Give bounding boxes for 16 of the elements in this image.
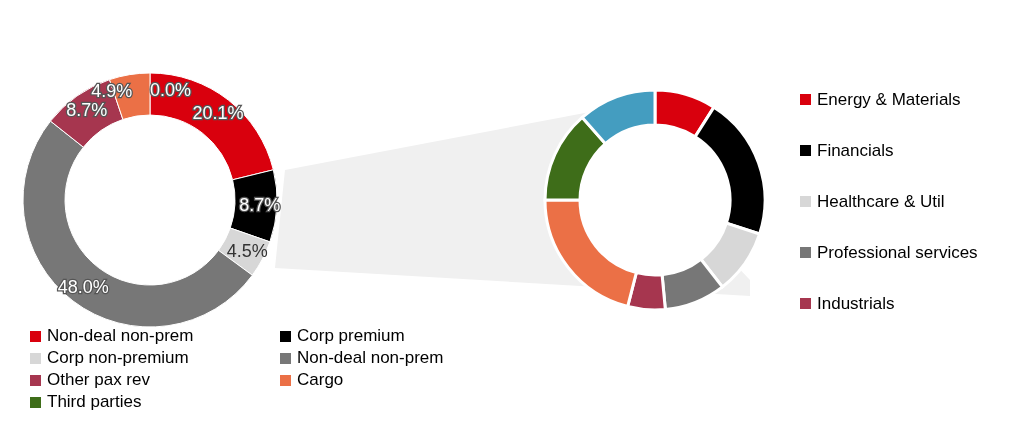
data-label: 8.7% xyxy=(66,99,108,120)
legend-label: Financials xyxy=(817,140,894,162)
legend-label: Other pax rev xyxy=(47,369,150,391)
data-label: 20.1% xyxy=(192,103,244,124)
legend-label: Professional services xyxy=(817,242,978,264)
legend-label: Industrials xyxy=(817,293,895,315)
data-label: 4.5% xyxy=(226,241,268,262)
data-label: 48.0% xyxy=(57,277,109,298)
legend-label: Corp non-premium xyxy=(47,347,189,369)
legend-label: Corp premium xyxy=(297,325,405,347)
legend-label: Healthcare & Util xyxy=(817,191,945,213)
legend-label: Non-deal non-prem xyxy=(47,325,194,347)
legend-label: Non-deal non-prem xyxy=(297,347,444,369)
legend-label: Energy & Materials xyxy=(817,89,961,111)
legend-label: Cargo xyxy=(297,369,344,391)
legend-label: Third parties xyxy=(47,391,142,413)
